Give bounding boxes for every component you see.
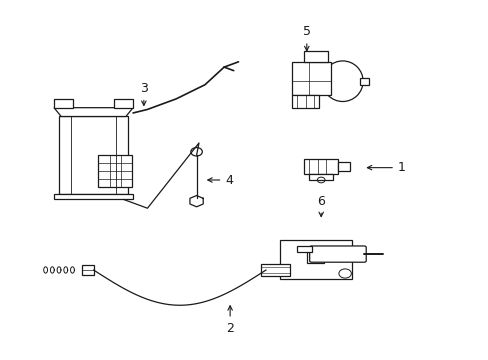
- Polygon shape: [114, 99, 133, 108]
- Polygon shape: [54, 194, 133, 199]
- Polygon shape: [59, 117, 128, 194]
- Text: 3: 3: [140, 82, 147, 105]
- Polygon shape: [306, 249, 323, 263]
- Text: 1: 1: [366, 161, 405, 174]
- Polygon shape: [304, 51, 328, 62]
- Ellipse shape: [322, 61, 363, 102]
- Text: 2: 2: [226, 306, 234, 335]
- Text: 4: 4: [207, 174, 233, 186]
- Polygon shape: [297, 246, 311, 252]
- Polygon shape: [261, 264, 289, 276]
- Text: 6: 6: [317, 195, 325, 217]
- Polygon shape: [359, 78, 368, 85]
- Polygon shape: [292, 62, 330, 95]
- Text: 5: 5: [302, 25, 310, 51]
- Polygon shape: [54, 99, 73, 108]
- Polygon shape: [337, 162, 349, 171]
- Polygon shape: [280, 240, 351, 279]
- Polygon shape: [308, 174, 332, 180]
- FancyBboxPatch shape: [309, 246, 366, 262]
- Polygon shape: [292, 95, 318, 108]
- Polygon shape: [54, 108, 133, 117]
- Polygon shape: [81, 265, 93, 275]
- Polygon shape: [98, 155, 132, 187]
- Polygon shape: [304, 159, 337, 174]
